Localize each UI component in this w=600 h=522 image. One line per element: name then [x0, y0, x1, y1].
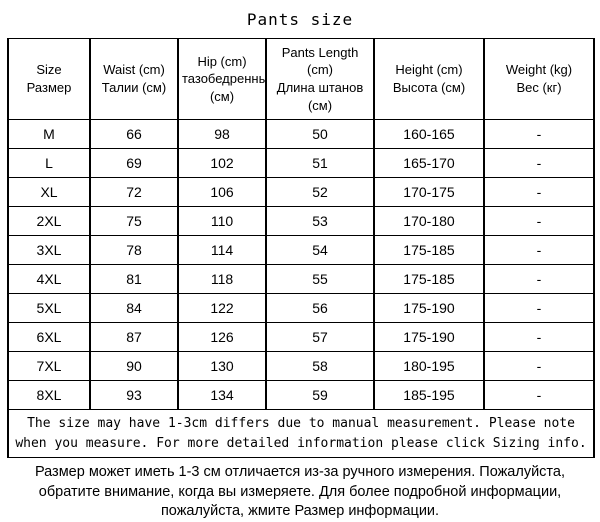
height-cell: 175-185	[373, 235, 485, 265]
header-hip: Hip (cm) тазобедренный (см)	[177, 38, 267, 120]
table-row: M 66 98 50 160-165-	[7, 119, 595, 149]
waist-cell: 75	[89, 206, 179, 236]
waist-cell: 81	[89, 264, 179, 294]
height-cell: 175-190	[373, 293, 485, 323]
waist-cell: 93	[89, 380, 179, 410]
pants-length-cell: 56	[265, 293, 375, 323]
weight-cell: -	[483, 264, 595, 294]
height-cell: 165-170	[373, 148, 485, 178]
weight-cell: -	[483, 380, 595, 410]
pants-length-cell: 53	[265, 206, 375, 236]
size-cell: 6XL	[7, 322, 91, 352]
header-pants-length: Pants Length (cm) Длина штанов (см)	[265, 38, 375, 120]
table-row: XL 72 106 52 170-175-	[7, 177, 595, 207]
size-cell: L	[7, 148, 91, 178]
table-row: 3XL 78 114 54 175-185-	[7, 235, 595, 265]
header-pants-length-ru: Длина штанов (см)	[276, 80, 364, 113]
header-weight-en: Weight (kg)	[505, 62, 573, 78]
weight-cell: -	[483, 351, 595, 381]
hip-cell: 134	[177, 380, 267, 410]
weight-cell: -	[483, 322, 595, 352]
height-cell: 170-180	[373, 206, 485, 236]
weight-cell: -	[483, 293, 595, 323]
height-cell: 180-195	[373, 351, 485, 381]
size-cell: 8XL	[7, 380, 91, 410]
pants-length-cell: 52	[265, 177, 375, 207]
header-hip-en: Hip (cm)	[197, 53, 247, 69]
header-height-ru: Высота (см)	[392, 80, 466, 95]
size-table: Size Размер Waist (cm) Талии (см) Hip (c…	[7, 38, 595, 458]
note-russian: Размер может иметь 1-3 см отличается из-…	[34, 464, 566, 520]
header-size-en: Size	[36, 62, 62, 78]
waist-cell: 69	[89, 148, 179, 178]
table-row: 7XL 90 130 58 180-195-	[7, 351, 595, 381]
hip-cell: 98	[177, 119, 267, 149]
pants-length-cell: 57	[265, 322, 375, 352]
hip-cell: 130	[177, 351, 267, 381]
weight-cell: -	[483, 235, 595, 265]
hip-cell: 110	[177, 206, 267, 236]
size-cell: 3XL	[7, 235, 91, 265]
waist-cell: 72	[89, 177, 179, 207]
height-cell: 170-175	[373, 177, 485, 207]
hip-cell: 122	[177, 293, 267, 323]
header-hip-ru: тазобедренный (см)	[182, 71, 266, 104]
hip-cell: 106	[177, 177, 267, 207]
note-row: The size may have 1-3cm differs due to m…	[7, 409, 595, 458]
page-title: Pants size	[246, 10, 354, 29]
hip-cell: 118	[177, 264, 267, 294]
hip-cell: 126	[177, 322, 267, 352]
size-cell: 4XL	[7, 264, 91, 294]
pants-length-cell: 50	[265, 119, 375, 149]
waist-cell: 87	[89, 322, 179, 352]
table-row: 5XL 84 122 56 175-190-	[7, 293, 595, 323]
pants-length-cell: 54	[265, 235, 375, 265]
header-waist-ru: Талии (см)	[101, 80, 167, 95]
header-waist: Waist (cm) Талии (см)	[89, 38, 179, 120]
size-cell: M	[7, 119, 91, 149]
weight-cell: -	[483, 148, 595, 178]
header-weight-ru: Вес (кг)	[516, 80, 562, 95]
waist-cell: 84	[89, 293, 179, 323]
waist-cell: 90	[89, 351, 179, 381]
pants-length-cell: 55	[265, 264, 375, 294]
hip-cell: 102	[177, 148, 267, 178]
header-size-ru: Размер	[26, 80, 72, 95]
hip-cell: 114	[177, 235, 267, 265]
size-table-body: M 66 98 50 160-165- L 69 102 51 165-170- XL 72 106 52…	[7, 119, 595, 410]
table-row: L 69 102 51 165-170-	[7, 148, 595, 178]
waist-cell: 66	[89, 119, 179, 149]
size-cell: 5XL	[7, 293, 91, 323]
table-header-row: Size Размер Waist (cm) Талии (см) Hip (c…	[7, 38, 595, 120]
pants-length-cell: 51	[265, 148, 375, 178]
weight-cell: -	[483, 119, 595, 149]
pants-length-cell: 58	[265, 351, 375, 381]
size-cell: XL	[7, 177, 91, 207]
waist-cell: 78	[89, 235, 179, 265]
height-cell: 185-195	[373, 380, 485, 410]
header-size: Size Размер	[7, 38, 91, 120]
table-row: 4XL 81 118 55 175-185-	[7, 264, 595, 294]
note-english: The size may have 1-3cm differs due to m…	[7, 409, 595, 458]
height-cell: 175-190	[373, 322, 485, 352]
table-row: 6XL 87 126 57 175-190-	[7, 322, 595, 352]
header-height-en: Height (cm)	[395, 62, 463, 78]
table-row: 2XL 75 110 53 170-180-	[7, 206, 595, 236]
height-cell: 175-185	[373, 264, 485, 294]
header-height: Height (cm) Высота (см)	[373, 38, 485, 120]
header-waist-en: Waist (cm)	[103, 62, 165, 78]
table-row: 8XL 93 134 59 185-195-	[7, 380, 595, 410]
pants-length-cell: 59	[265, 380, 375, 410]
size-cell: 7XL	[7, 351, 91, 381]
size-cell: 2XL	[7, 206, 91, 236]
header-weight: Weight (kg) Вес (кг)	[483, 38, 595, 120]
weight-cell: -	[483, 177, 595, 207]
height-cell: 160-165	[373, 119, 485, 149]
weight-cell: -	[483, 206, 595, 236]
header-pants-length-en: Pants Length (cm)	[281, 44, 359, 78]
